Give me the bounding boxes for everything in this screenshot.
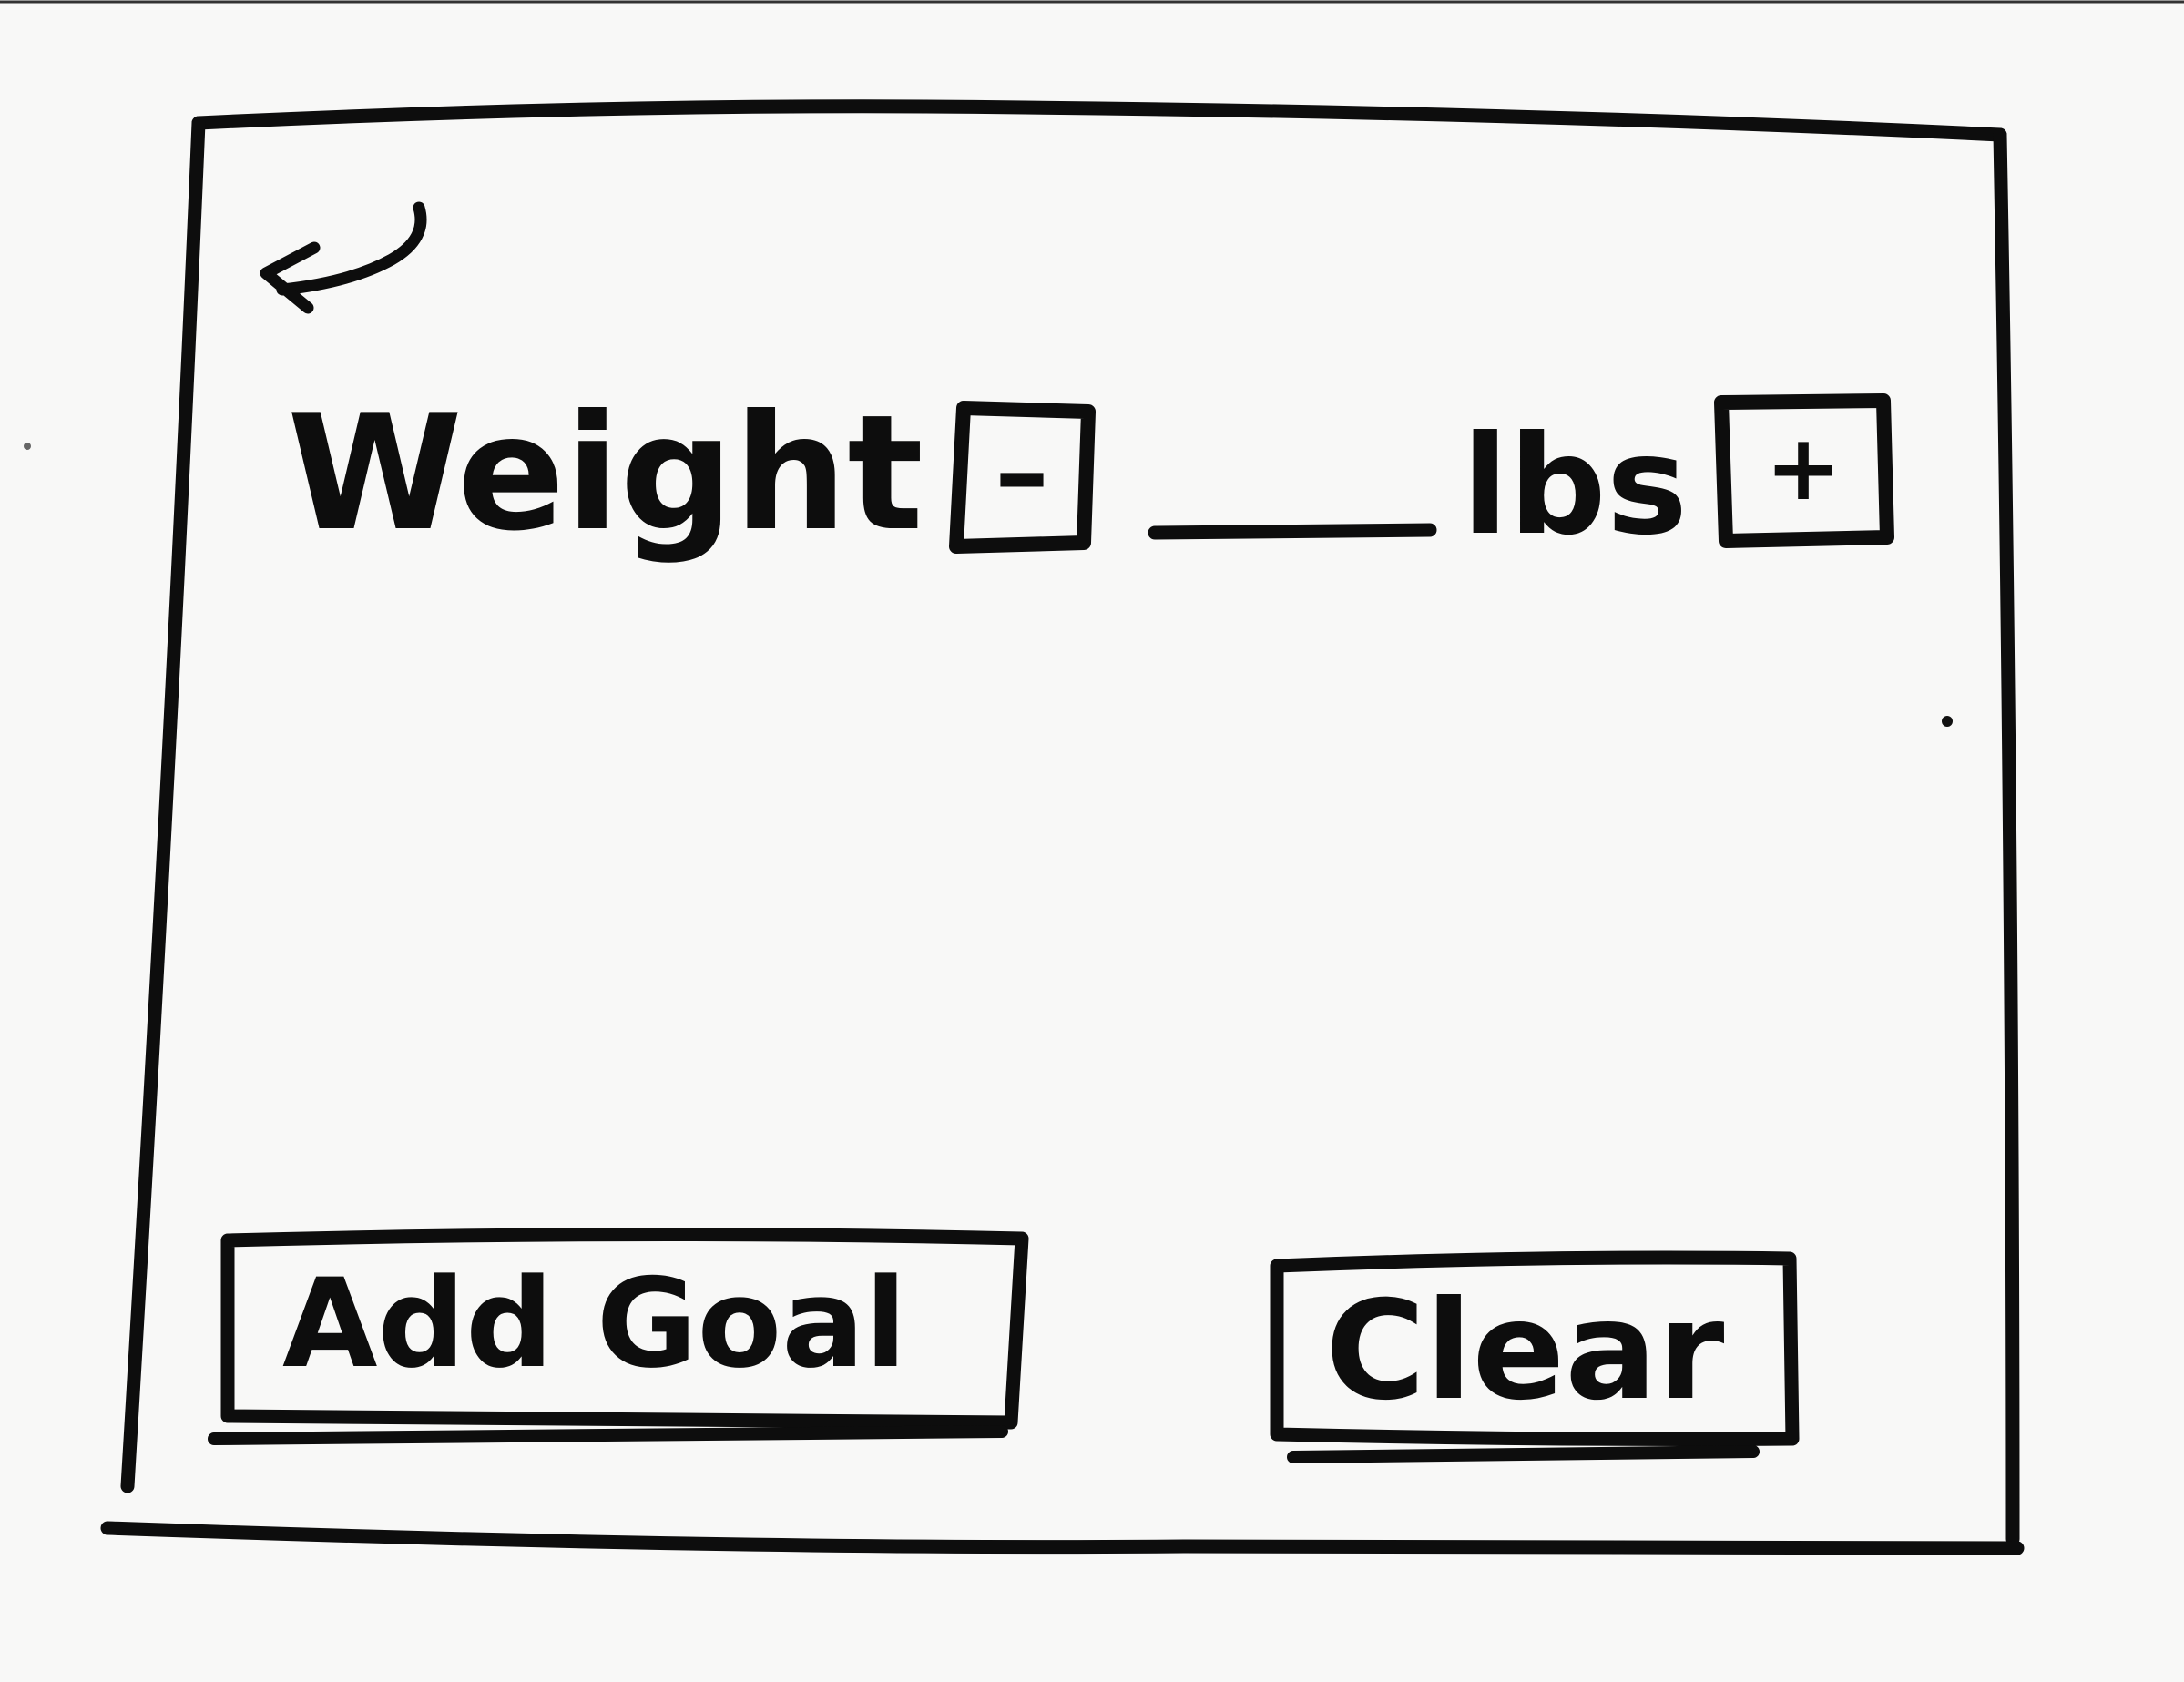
unit-label: lbs [1462,407,1688,566]
add-goal-label: Add Goal [282,1252,907,1395]
decrement-label: – [995,410,1049,536]
decrement-button[interactable]: – [949,401,1096,554]
back-arrow-icon[interactable] [260,201,427,314]
increment-button[interactable]: + [1714,393,1894,548]
increment-label: + [1765,414,1842,521]
add-goal-button[interactable]: Add Goal [208,1227,1029,1445]
weight-label: Weight [287,382,924,566]
clear-label: Clear [1325,1272,1724,1431]
weight-input[interactable] [1148,428,1441,540]
screen-frame [100,99,2025,1555]
paper-speck [1942,716,1953,727]
clear-button[interactable]: Clear [1270,1250,1800,1463]
paper-speck [24,443,31,450]
